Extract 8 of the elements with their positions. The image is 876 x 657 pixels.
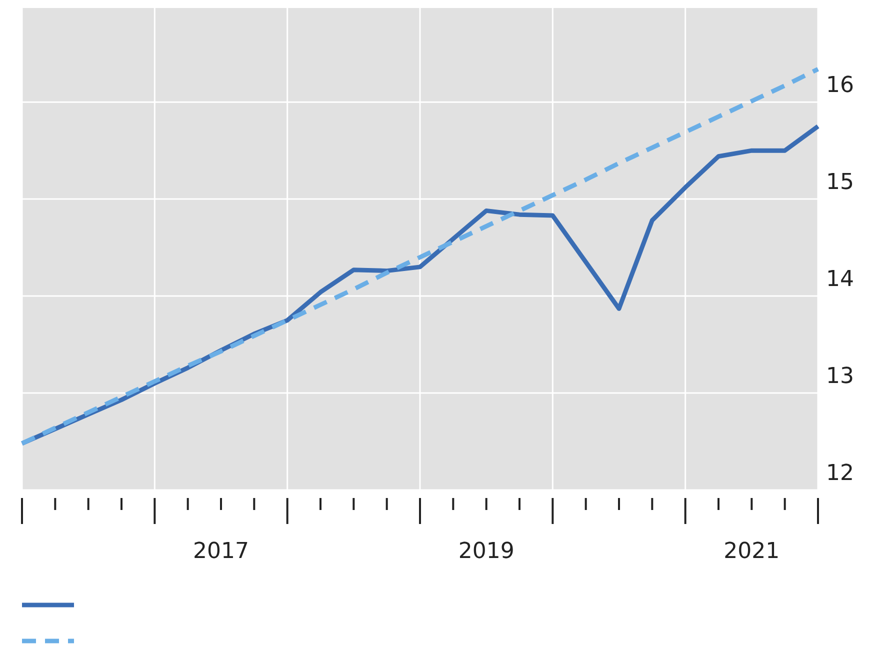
y-tick-label: 16 (826, 73, 854, 98)
y-tick-label: 12 (826, 461, 854, 486)
x-tick-label: 2021 (724, 539, 780, 564)
x-tick-label: 2017 (193, 539, 249, 564)
y-tick-label: 15 (826, 170, 854, 196)
y-tick-label: 14 (826, 267, 854, 292)
y-tick-label: 13 (826, 364, 854, 390)
x-tick-label: 2019 (458, 539, 514, 564)
